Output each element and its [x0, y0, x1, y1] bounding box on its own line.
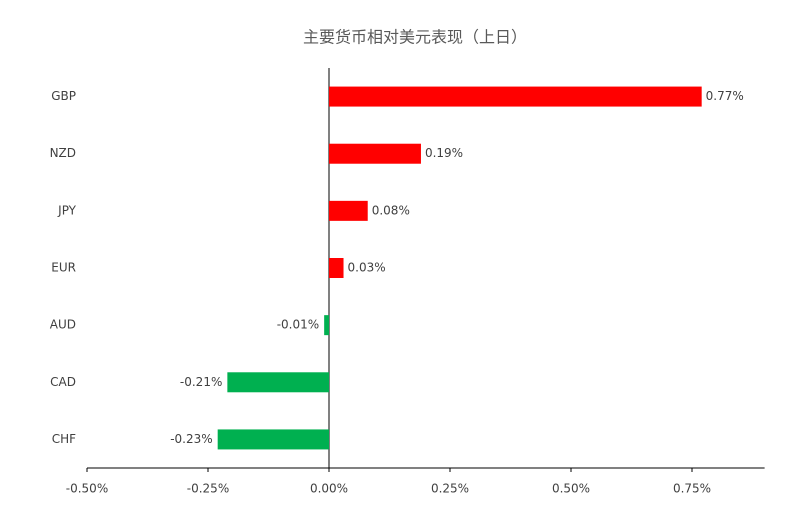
x-tick-label: 0.25% — [431, 482, 469, 496]
bar — [329, 200, 368, 221]
data-label: -0.23% — [170, 432, 212, 446]
x-tick-label: 0.00% — [310, 482, 348, 496]
y-tick-label: NZD — [50, 146, 76, 160]
data-label: -0.01% — [277, 318, 319, 332]
y-tick-label: AUD — [50, 318, 76, 332]
y-tick-label: EUR — [51, 261, 76, 275]
data-label: 0.08% — [372, 203, 410, 217]
x-tick-label: -0.25% — [187, 482, 229, 496]
data-label: -0.21% — [180, 375, 222, 389]
y-tick-label: JPY — [57, 203, 77, 217]
y-tick-label: CAD — [50, 375, 76, 389]
data-label: 0.19% — [425, 146, 463, 160]
x-tick-label: 0.50% — [552, 482, 590, 496]
chart-title: 主要货币相对美元表现（上日） — [303, 28, 527, 47]
x-tick-label: 0.75% — [673, 482, 711, 496]
x-tick-label: -0.50% — [66, 482, 108, 496]
bar — [329, 143, 421, 164]
bar — [217, 429, 329, 450]
data-label: 0.77% — [706, 89, 744, 103]
y-tick-label: CHF — [52, 432, 76, 446]
y-tick-label: GBP — [51, 89, 76, 103]
bar — [329, 86, 702, 107]
bar — [329, 258, 344, 278]
data-label: 0.03% — [348, 261, 386, 275]
bar — [227, 372, 329, 393]
bar — [324, 315, 329, 336]
